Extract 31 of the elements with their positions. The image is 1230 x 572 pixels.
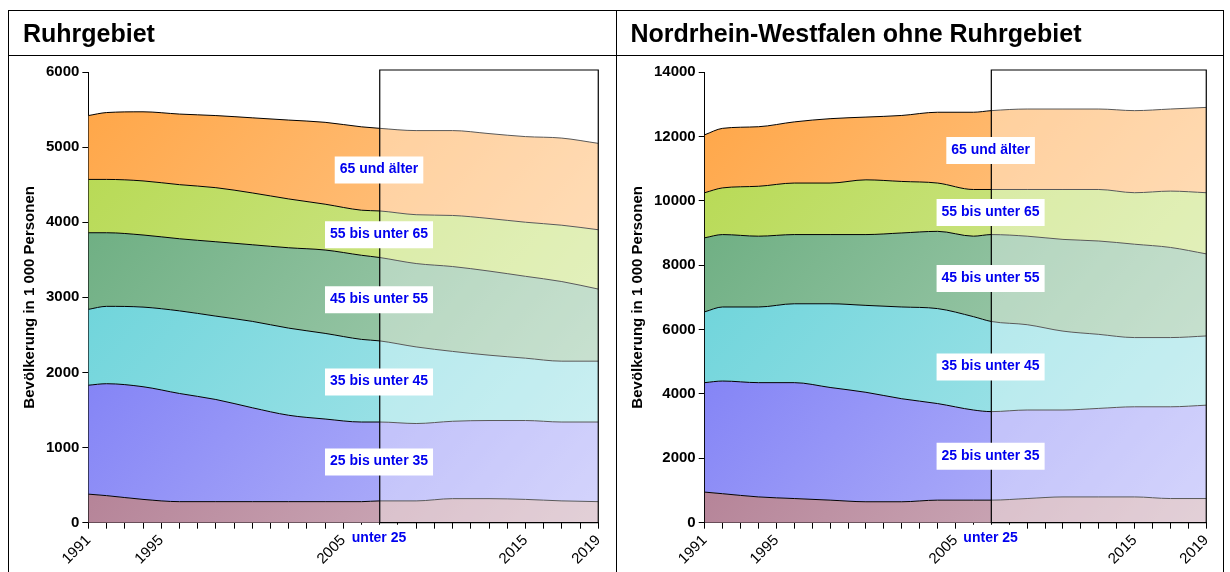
chart-title: Nordrhein-Westfalen ohne Ruhrgebiet (616, 11, 1223, 56)
y-tick-label: 14000 (653, 62, 696, 80)
series-label: unter 25 (962, 528, 1018, 545)
y-tick-label: 2000 (661, 448, 696, 466)
y-tick-label: 3000 (45, 287, 80, 305)
series-label: unter 25 (351, 528, 407, 545)
y-tick-label: 0 (686, 512, 696, 530)
y-tick-label: 4000 (45, 212, 80, 230)
series-label: 25 bis unter 35 (941, 446, 1040, 463)
y-tick-label: 6000 (45, 62, 80, 80)
series-label: 55 bis unter 65 (329, 225, 429, 242)
series-label: 65 und älter (339, 160, 419, 177)
y-tick-label: 12000 (653, 126, 696, 144)
series-label: 45 bis unter 55 (329, 290, 429, 306)
series-label: 25 bis unter 35 (329, 452, 429, 469)
y-tick-label: 8000 (661, 255, 696, 273)
y-axis-title: Bevölkerung in 1 000 Personen (627, 186, 645, 409)
y-tick-label: 4000 (661, 384, 696, 402)
series-label: 65 und älter (950, 140, 1030, 157)
y-tick-label: 10000 (653, 190, 696, 208)
y-tick-label: 1000 (45, 437, 80, 455)
y-tick-label: 5000 (45, 137, 80, 155)
y-tick-label: 0 (71, 512, 80, 530)
chart-title: Ruhrgebiet (9, 11, 616, 56)
series-label: 55 bis unter 65 (941, 202, 1040, 219)
series-label: 35 bis unter 45 (329, 372, 429, 389)
series-label: 35 bis unter 45 (941, 357, 1040, 374)
series-label: 45 bis unter 55 (941, 268, 1040, 285)
y-tick-label: 6000 (661, 319, 696, 337)
y-tick-label: 2000 (45, 362, 80, 380)
y-axis-title: Bevölkerung in 1 000 Personen (20, 186, 38, 409)
